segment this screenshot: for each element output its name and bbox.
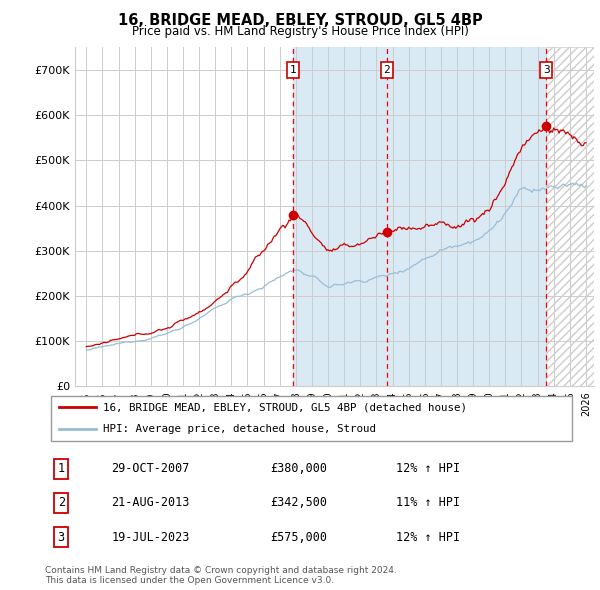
Bar <box>547 47 594 386</box>
Text: 11% ↑ HPI: 11% ↑ HPI <box>397 496 461 510</box>
Text: 3: 3 <box>543 65 550 75</box>
Text: 12% ↑ HPI: 12% ↑ HPI <box>397 530 461 543</box>
Text: £380,000: £380,000 <box>270 463 327 476</box>
Text: HPI: Average price, detached house, Stroud: HPI: Average price, detached house, Stro… <box>103 424 376 434</box>
Text: 2: 2 <box>383 65 390 75</box>
Text: Contains HM Land Registry data © Crown copyright and database right 2024.
This d: Contains HM Land Registry data © Crown c… <box>45 566 397 585</box>
Text: £342,500: £342,500 <box>270 496 327 510</box>
Text: 16, BRIDGE MEAD, EBLEY, STROUD, GL5 4BP (detached house): 16, BRIDGE MEAD, EBLEY, STROUD, GL5 4BP … <box>103 402 467 412</box>
Text: 3: 3 <box>58 530 65 543</box>
Text: Price paid vs. HM Land Registry's House Price Index (HPI): Price paid vs. HM Land Registry's House … <box>131 25 469 38</box>
Text: 19-JUL-2023: 19-JUL-2023 <box>112 530 190 543</box>
Text: 29-OCT-2007: 29-OCT-2007 <box>112 463 190 476</box>
FancyBboxPatch shape <box>50 396 572 441</box>
Text: 16, BRIDGE MEAD, EBLEY, STROUD, GL5 4BP: 16, BRIDGE MEAD, EBLEY, STROUD, GL5 4BP <box>118 13 482 28</box>
Bar <box>293 47 547 386</box>
Text: £575,000: £575,000 <box>270 530 327 543</box>
Text: 1: 1 <box>290 65 296 75</box>
Text: 2: 2 <box>58 496 65 510</box>
Text: 21-AUG-2013: 21-AUG-2013 <box>112 496 190 510</box>
Text: 12% ↑ HPI: 12% ↑ HPI <box>397 463 461 476</box>
Text: 1: 1 <box>58 463 65 476</box>
